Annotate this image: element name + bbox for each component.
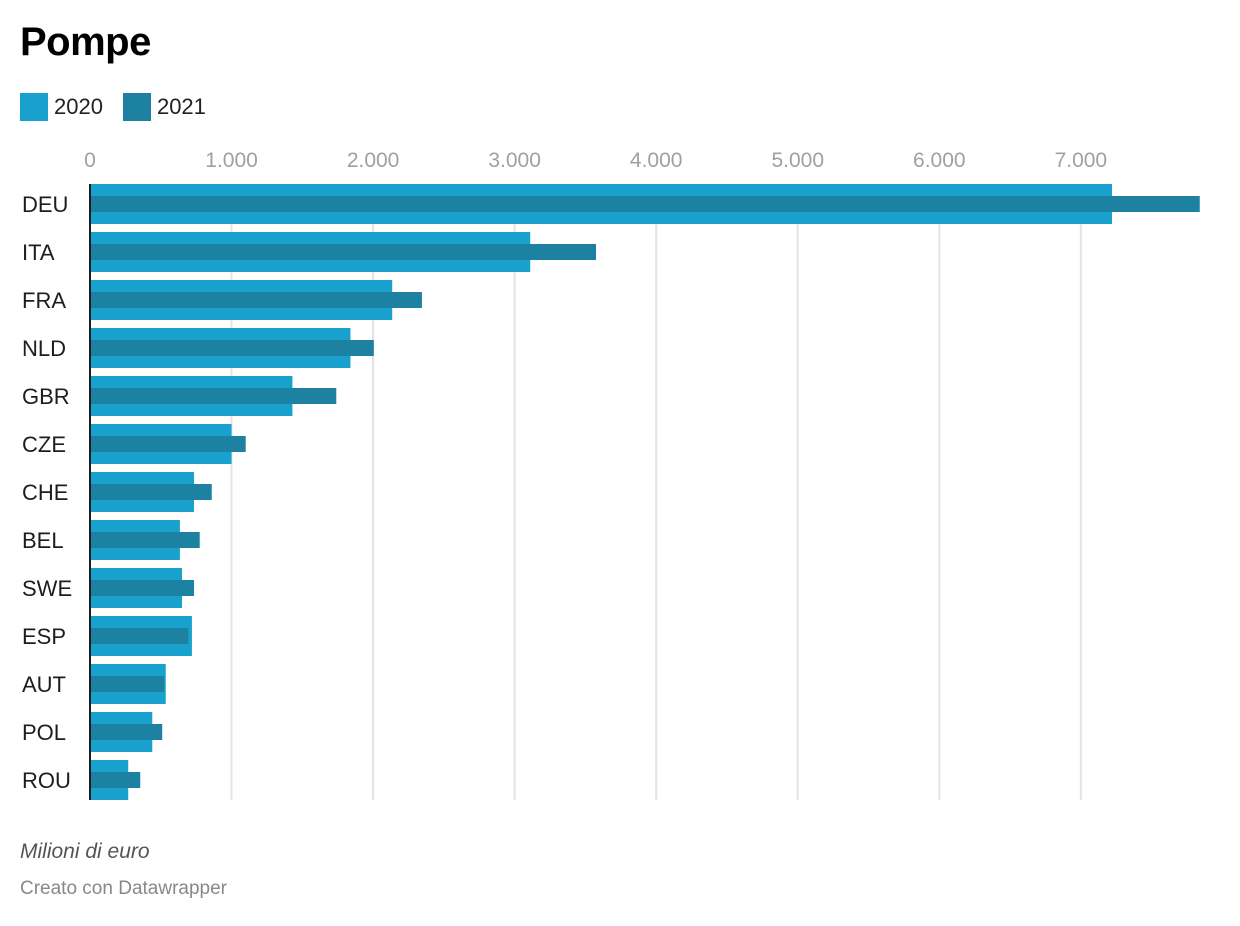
- legend-item-2021: 2021: [122, 93, 206, 121]
- category-label: AUT: [22, 672, 66, 697]
- x-tick-label: 1.000: [205, 149, 258, 172]
- gridlines: [230, 184, 1082, 800]
- bar-2021-ITA: [90, 244, 597, 260]
- bar-2021-ESP: [90, 628, 189, 644]
- category-label: ITA: [22, 240, 55, 265]
- bar-2021-FRA: [90, 292, 422, 308]
- legend-label-2021: 2021: [156, 94, 206, 119]
- bar-2021-AUT: [90, 676, 165, 692]
- x-tick-label: 3.000: [488, 149, 541, 172]
- category-label: DEU: [22, 192, 68, 217]
- bar-2021-CZE: [90, 436, 246, 452]
- category-label: NLD: [22, 336, 66, 361]
- x-tick-label: 6.000: [913, 149, 966, 172]
- bar-2021-DEU: [90, 196, 1200, 212]
- bar-2021-POL: [90, 724, 163, 740]
- x-tick-label: 4.000: [630, 149, 683, 172]
- category-label: SWE: [22, 576, 72, 601]
- unit-note: Milioni di euro: [20, 840, 150, 863]
- y-axis-labels: DEU ITA FRA NLD GBR CZE CHE BEL SWE ESP AUT POL ROU: [22, 192, 72, 793]
- legend: 2020 2021: [20, 93, 226, 121]
- bars: [90, 184, 1200, 800]
- legend-label-2020: 2020: [54, 94, 103, 119]
- category-label: FRA: [22, 288, 66, 313]
- bar-2021-SWE: [90, 580, 195, 596]
- category-label: ESP: [22, 624, 66, 649]
- legend-item-2020: 2020: [20, 93, 103, 121]
- category-label: POL: [22, 720, 66, 745]
- bar-2021-BEL: [90, 532, 200, 548]
- category-label: BEL: [22, 528, 64, 553]
- x-tick-label: 7.000: [1055, 149, 1108, 172]
- x-axis-ticks: 0 1.000 2.000 3.000 4.000 5.000 6.000 7.000: [84, 149, 1107, 172]
- bar-2021-CHE: [90, 484, 212, 500]
- category-label: GBR: [22, 384, 70, 409]
- x-tick-label: 0: [84, 149, 96, 172]
- credit-line: Creato con Datawrapper: [20, 878, 227, 899]
- category-label: CHE: [22, 480, 68, 505]
- bar-2021-NLD: [90, 340, 374, 356]
- category-label: CZE: [22, 432, 66, 457]
- x-tick-label: 5.000: [771, 149, 824, 172]
- legend-swatch-2021: [122, 93, 151, 121]
- chart-title: Pompe: [20, 20, 151, 64]
- category-label: ROU: [22, 768, 71, 793]
- bar-2021-GBR: [90, 388, 337, 404]
- bar-2021-ROU: [90, 772, 141, 788]
- legend-swatch-2020: [20, 93, 48, 121]
- x-tick-label: 2.000: [347, 149, 400, 172]
